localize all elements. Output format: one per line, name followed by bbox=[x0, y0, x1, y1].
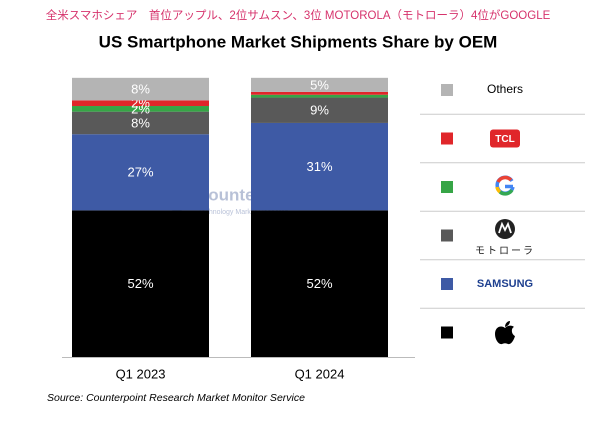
bar-segment bbox=[251, 94, 388, 98]
source: Source: Counterpoint Research Market Mon… bbox=[47, 392, 305, 404]
legend-logo bbox=[490, 129, 520, 148]
bar-segment bbox=[251, 77, 388, 92]
legend-label: SAMSUNG bbox=[477, 278, 533, 290]
x-tick-label: Q1 2024 bbox=[295, 366, 345, 381]
legend-label: Others bbox=[487, 82, 523, 96]
value-label: 5% bbox=[310, 77, 329, 92]
legend-label: モトローラ bbox=[475, 245, 535, 257]
google-icon bbox=[495, 175, 515, 196]
bar-segment bbox=[251, 210, 388, 357]
legend-swatch bbox=[441, 229, 453, 242]
bar-segment bbox=[251, 122, 388, 211]
legend-icons bbox=[495, 175, 515, 345]
value-label: 31% bbox=[306, 159, 332, 174]
bar-segment bbox=[72, 106, 209, 112]
bar-segment bbox=[251, 91, 388, 95]
value-label: 27% bbox=[127, 165, 153, 180]
value-label: 8% bbox=[131, 82, 150, 97]
legend-swatch bbox=[441, 132, 453, 145]
x-tick-label: Q1 2023 bbox=[116, 366, 166, 381]
value-label: 8% bbox=[131, 115, 150, 130]
bar-segment bbox=[72, 210, 209, 357]
apple-icon bbox=[495, 321, 515, 345]
legend-label: TCL bbox=[495, 134, 514, 145]
legend-swatch bbox=[441, 326, 453, 339]
legend-swatch bbox=[441, 84, 453, 96]
value-label: 52% bbox=[127, 276, 153, 291]
motorola-icon bbox=[495, 219, 515, 239]
bar-segment bbox=[72, 77, 209, 101]
bar-segment bbox=[72, 134, 209, 211]
bar-segment bbox=[72, 111, 209, 135]
bar-segment bbox=[72, 100, 209, 107]
chart-title: US Smartphone Market Shipments Share by … bbox=[99, 32, 498, 51]
legend-swatch bbox=[441, 181, 453, 193]
watermark: Technology Market Research bbox=[198, 209, 289, 216]
legend-swatch bbox=[441, 278, 453, 290]
value-label: 9% bbox=[310, 103, 329, 118]
value-label: 52% bbox=[306, 276, 332, 291]
header: 全米スマホシェア 首位アップル、2位サムスン、3位 MOTOROLA（モトローラ… bbox=[46, 8, 551, 22]
bar-segment bbox=[251, 97, 388, 123]
